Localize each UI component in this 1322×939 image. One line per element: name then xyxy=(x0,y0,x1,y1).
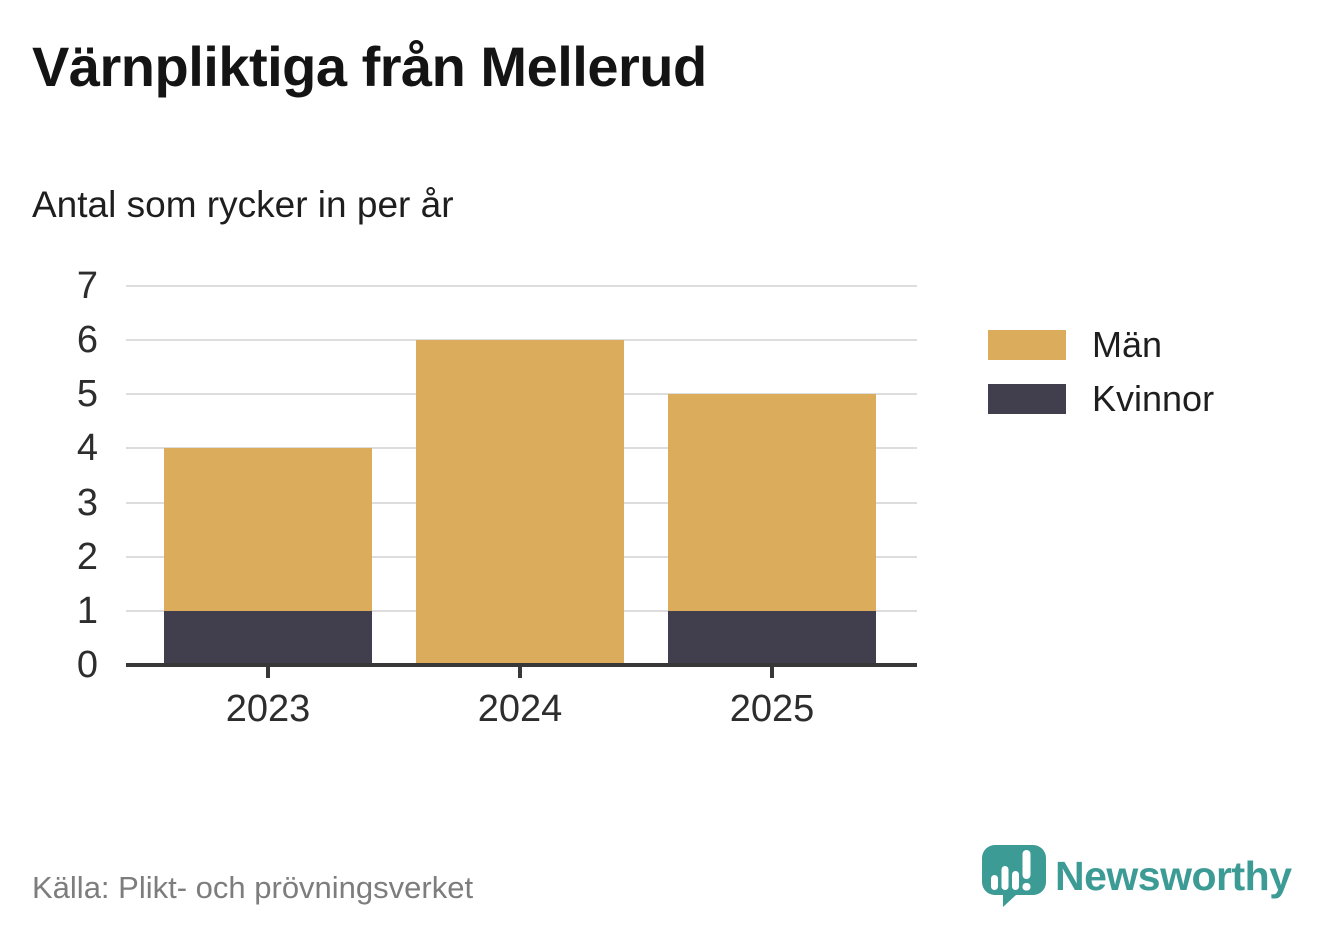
plot-area xyxy=(126,285,917,678)
chart-subtitle: Antal som rycker in per år xyxy=(32,184,454,225)
legend-label: Kvinnor xyxy=(1092,378,1215,419)
legend-item-kvinnor: Kvinnor xyxy=(988,378,1215,419)
x-axis-labels: 2023 2024 2025 xyxy=(126,688,917,734)
legend-swatch xyxy=(988,384,1066,414)
legend-item-män: Män xyxy=(988,324,1214,365)
x-tick-label: 2024 xyxy=(477,688,563,730)
legend-swatch xyxy=(988,330,1066,360)
legend-label: Män xyxy=(1092,324,1163,365)
y-tick-label: 2 xyxy=(76,535,98,578)
bar-segment-2023-kvinnor xyxy=(164,610,372,665)
newsworthy-logo: Newsworthy xyxy=(982,845,1292,907)
y-tick-label: 5 xyxy=(76,373,98,416)
x-axis-tick xyxy=(770,667,774,678)
x-axis-tick xyxy=(266,667,270,678)
y-tick-label: 1 xyxy=(76,589,98,632)
y-tick-label: 7 xyxy=(76,265,98,307)
y-tick-label: 3 xyxy=(76,481,98,524)
bar-segment-2025-kvinnor xyxy=(668,610,876,665)
bar-segment-2025-män xyxy=(668,394,876,611)
source-note: Källa: Plikt- och prövningsverket xyxy=(32,870,474,905)
x-axis-line xyxy=(126,663,917,667)
y-axis-labels: 0 1 2 3 4 5 6 7 xyxy=(0,265,98,686)
newsworthy-bubble-chart-icon xyxy=(982,845,1046,907)
x-axis-tick xyxy=(518,667,522,678)
gridline xyxy=(126,285,917,287)
y-tick-label: 0 xyxy=(76,644,98,686)
x-tick-label: 2023 xyxy=(225,688,311,730)
chart-title: Värnpliktiga från Mellerud xyxy=(32,35,707,98)
chart-legend: Män Kvinnor xyxy=(988,324,1215,438)
gridline xyxy=(126,339,917,342)
y-tick-label: 6 xyxy=(76,319,98,362)
bar-segment-2023-män xyxy=(164,448,372,611)
newsworthy-wordmark: Newsworthy xyxy=(1055,852,1292,899)
bar-segment-2024-män xyxy=(416,340,624,665)
x-tick-label: 2025 xyxy=(729,688,815,730)
y-tick-label: 4 xyxy=(76,427,98,470)
